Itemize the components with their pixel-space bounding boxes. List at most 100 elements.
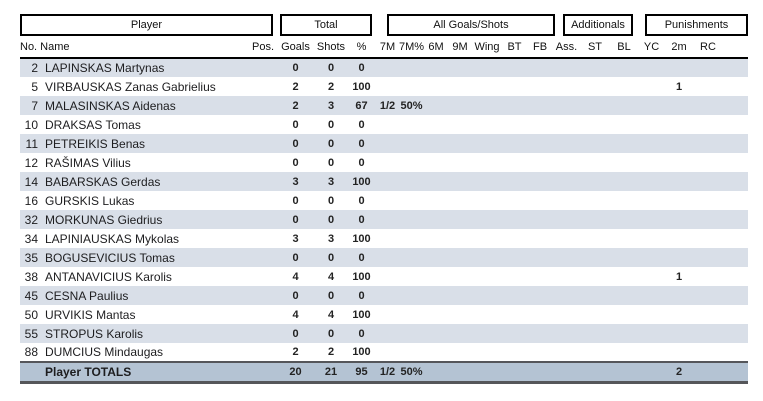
stat-cell: [448, 77, 472, 96]
stat-cell: [502, 77, 527, 96]
stat-cell: [376, 115, 399, 134]
stat-cell: [610, 324, 638, 343]
stat-cell: [376, 286, 399, 305]
player-name-cell: STROPUS Karolis: [45, 326, 144, 341]
stat-cell: [250, 248, 276, 267]
table-row: 45 CESNA Paulius 0 0 0: [20, 286, 748, 305]
stat-cell: [693, 324, 723, 343]
stat-cell: [665, 96, 693, 115]
filler-cell: [723, 134, 748, 153]
stat-cell: [424, 286, 448, 305]
table-row: 5 VIRBAUSKAS Zanas Gabrielius 2 2 100 1: [20, 77, 748, 96]
stat-cell: [424, 191, 448, 210]
stat-cell: [638, 115, 665, 134]
stat-cell: [424, 229, 448, 248]
stat-cell: [665, 248, 693, 267]
stat-cell: [250, 134, 276, 153]
stat-cell: [693, 229, 723, 248]
stat-cell: [580, 267, 610, 286]
stat-cell: [250, 286, 276, 305]
player-name-cell: VIRBAUSKAS Zanas Gabrielius: [45, 79, 216, 94]
filler-cell: [723, 58, 748, 77]
table-row: 10 DRAKSAS Tomas 0 0 0: [20, 115, 748, 134]
stat-cell: [448, 362, 472, 382]
stat-cell: 1: [675, 270, 683, 283]
stat-cell: 0: [327, 62, 335, 74]
player-stats-table: No. Name Pos. Goals Shots % 7M 7M% 6M 9M…: [20, 36, 748, 384]
stat-cell: 21: [324, 365, 338, 378]
filler-cell: [723, 115, 748, 134]
stat-cell: [472, 362, 502, 382]
stat-cell: [665, 115, 693, 134]
player-name-cell: MALASINSKAS Aidenas: [45, 98, 176, 113]
player-number-cell: 34: [24, 231, 38, 246]
stat-cell: [693, 286, 723, 305]
group-header-total: Total: [280, 14, 372, 36]
stat-cell: 100: [352, 175, 371, 188]
table-row: 7 MALASINSKAS Aidenas 2 3 67 1/2 50%: [20, 96, 748, 115]
column-header-rc: RC: [693, 36, 723, 59]
stat-cell: [502, 229, 527, 248]
column-header-st: ST: [580, 36, 610, 59]
stat-cell: 50%: [400, 365, 423, 378]
stat-cell: [527, 96, 553, 115]
stat-cell: [376, 77, 399, 96]
player-number-cell: 88: [24, 345, 38, 359]
stat-cell: [580, 96, 610, 115]
stat-cell: [250, 77, 276, 96]
player-number-cell: 35: [24, 250, 38, 265]
table-row: 32 MORKUNAS Giedrius 0 0 0: [20, 210, 748, 229]
filler-cell: [723, 362, 748, 382]
stat-cell: 4: [327, 308, 335, 321]
stat-cell: [502, 172, 527, 191]
stat-cell: 67: [355, 99, 368, 112]
stat-cell: [553, 191, 580, 210]
stat-cell: [638, 134, 665, 153]
stat-cell: 2: [292, 80, 299, 93]
stat-cell: [610, 305, 638, 324]
stat-cell: [448, 343, 472, 362]
filler-cell: [723, 191, 748, 210]
stat-cell: [472, 267, 502, 286]
filler-cell: [723, 248, 748, 267]
stat-cell: 0: [358, 137, 365, 150]
stat-cell: [638, 248, 665, 267]
stat-cell: [472, 96, 502, 115]
player-number-cell: 32: [24, 212, 38, 227]
stat-cell: [399, 305, 424, 324]
group-header-label: Player: [130, 19, 163, 31]
stat-cell: 100: [352, 80, 371, 93]
stat-cell: [399, 210, 424, 229]
stat-cell: [250, 115, 276, 134]
stat-cell: 0: [358, 251, 365, 264]
stat-cell: 0: [292, 289, 299, 302]
stat-cell: [693, 362, 723, 382]
stat-cell: [472, 191, 502, 210]
stat-cell: [693, 191, 723, 210]
stat-cell: 0: [292, 118, 299, 131]
stat-cell: [527, 172, 553, 191]
stat-cell: 100: [352, 346, 371, 358]
stat-cell: [665, 134, 693, 153]
stat-cell: 20: [289, 365, 302, 378]
stat-cell: 3: [292, 232, 299, 245]
column-header-goals: Goals: [276, 36, 315, 59]
stat-cell: 100: [352, 270, 371, 283]
stat-cell: 4: [292, 270, 299, 283]
stat-cell: [693, 172, 723, 191]
player-number-cell: 38: [24, 269, 38, 284]
stat-cell: [610, 58, 638, 77]
stat-cell: [638, 191, 665, 210]
stat-cell: 2: [675, 365, 683, 378]
stat-cell: 0: [327, 213, 335, 226]
player-name-cell: BOGUSEVICIUS Tomas: [45, 250, 175, 265]
stat-cell: [250, 362, 276, 382]
group-header-label: Punishments: [664, 19, 729, 31]
stat-cell: [610, 77, 638, 96]
stat-cell: [610, 210, 638, 229]
stat-cell: [665, 153, 693, 172]
player-name-cell: LAPINIAUSKAS Mykolas: [45, 231, 180, 246]
stat-cell: [527, 305, 553, 324]
stat-cell: [376, 267, 399, 286]
column-header-7mpct: 7M%: [399, 36, 424, 59]
